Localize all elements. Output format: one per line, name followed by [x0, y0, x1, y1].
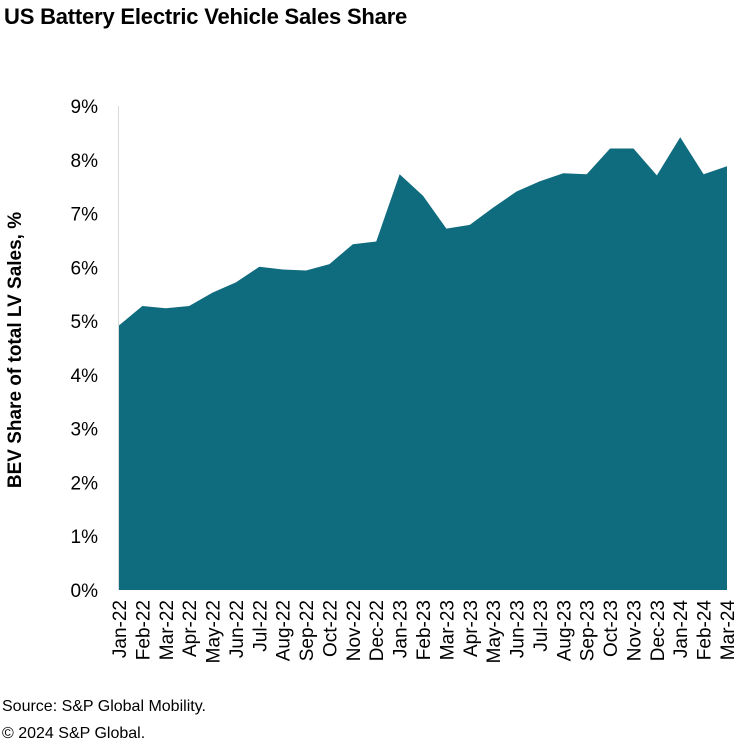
y-tick-label: 2%: [71, 473, 99, 494]
x-tick-label: Mar-24: [718, 600, 739, 661]
y-tick-label: 8%: [71, 151, 99, 172]
x-tick-label: Dec-22: [367, 600, 388, 661]
x-tick-label: Nov-22: [344, 600, 365, 661]
x-tick-label: Feb-24: [695, 600, 716, 661]
x-tick-label: Sep-23: [578, 600, 599, 661]
x-tick-label: Nov-23: [624, 600, 645, 661]
y-tick-label: 5%: [71, 312, 99, 333]
x-tick-label: Jan-22: [110, 600, 131, 658]
bev-share-area: [119, 137, 727, 590]
x-tick-label: Oct-22: [320, 600, 341, 657]
y-tick-label: 0%: [71, 581, 99, 602]
x-tick-label: Jun-23: [508, 600, 529, 658]
x-tick-label: May-23: [484, 600, 505, 663]
x-tick-label: Jul-23: [531, 600, 552, 652]
area-chart: 0% 1% 2% 3% 4% 5% 6% 7% 8% 9% BEV Share of total …: [5, 97, 739, 664]
x-tick-label: Jan-23: [391, 600, 412, 658]
x-tick-label: Mar-23: [437, 600, 458, 660]
x-tick-label: Jan-24: [671, 600, 692, 659]
copyright-note: © 2024 S&P Global.: [2, 725, 146, 742]
y-tick-label: 7%: [71, 205, 99, 226]
x-tick-label: May-22: [204, 600, 225, 663]
x-tick-label: Oct-23: [601, 600, 622, 657]
x-tick-label: Jul-22: [250, 600, 271, 652]
source-note: Source: S&P Global Mobility.: [2, 698, 206, 715]
chart-title: US Battery Electric Vehicle Sales Share: [4, 4, 408, 29]
x-tick-label: Dec-23: [648, 600, 669, 661]
x-tick-label: Feb-22: [133, 600, 154, 660]
y-tick-label: 9%: [71, 97, 99, 118]
x-axis-ticks: Jan-22 Feb-22 Mar-22 Apr-22 May-22 Jun-22 Jul-…: [110, 600, 739, 664]
y-tick-label: 3%: [71, 420, 99, 441]
y-tick-label: 4%: [71, 366, 99, 387]
x-tick-label: Feb-23: [414, 600, 435, 660]
x-tick-label: Apr-23: [461, 600, 482, 657]
y-axis-label: BEV Share of total LV Sales, %: [5, 212, 26, 488]
x-tick-label: Jun-22: [227, 600, 248, 658]
x-tick-label: Aug-22: [274, 600, 295, 661]
x-tick-label: Aug-23: [554, 600, 575, 661]
y-tick-label: 6%: [71, 258, 99, 279]
x-tick-label: Sep-22: [297, 600, 318, 661]
x-tick-label: Apr-22: [180, 600, 201, 657]
x-tick-label: Mar-22: [157, 600, 178, 660]
y-tick-label: 1%: [71, 527, 99, 548]
y-axis-ticks: 0% 1% 2% 3% 4% 5% 6% 7% 8% 9%: [71, 97, 99, 602]
